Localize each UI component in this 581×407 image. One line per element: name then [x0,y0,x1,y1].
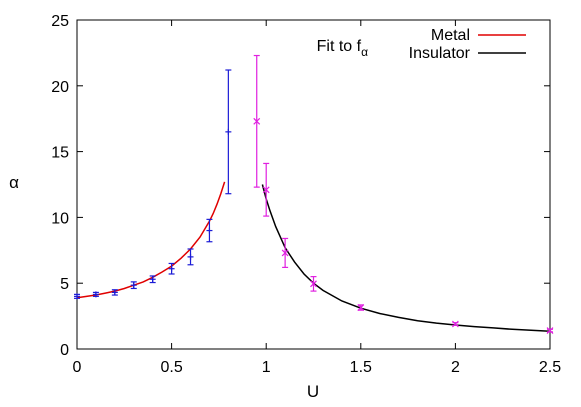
legend: Fit to fα Metal Insulator [317,27,526,62]
data-point [262,162,270,217]
cross-marker [253,117,261,125]
data-points [74,54,554,335]
data-point [206,218,213,243]
x-tick-label: 1.5 [350,359,372,376]
x-tick-label: 2 [451,359,460,376]
x-tick-label: 1 [262,359,271,376]
x-tick-label: 2.5 [539,359,561,376]
data-point [310,276,317,292]
cross-marker [310,280,317,288]
y-tick-label: 10 [51,210,69,227]
data-point [111,289,118,296]
legend-header: Fit to fα [317,38,368,59]
y-tick-label: 0 [60,342,69,359]
data-point [168,262,175,275]
legend-label-metal: Metal [431,27,470,44]
y-tick-label: 5 [60,276,69,293]
cross-marker [281,249,289,257]
data-point [92,291,99,298]
y-axis-label: α [9,173,19,192]
data-point [281,237,289,269]
fit-curve-metal [76,181,226,299]
data-point [74,293,80,300]
legend-label-insulator: Insulator [409,45,471,62]
data-point [253,54,261,188]
x-axis-label: U [307,382,319,401]
x-tick-label: 0.5 [160,359,182,376]
data-point [130,281,137,290]
data-point [357,304,365,311]
axis-ticks: 0 0.5 1 1.5 2 2.5 0 5 10 15 20 25 [51,13,561,376]
data-point [451,320,459,328]
y-tick-label: 20 [51,79,69,96]
data-point [187,248,194,266]
fit-curve-insulator [261,184,551,332]
cross-marker [451,320,459,328]
fit-curves [76,181,551,332]
cross-marker [262,186,270,194]
data-point [546,327,554,335]
cross-marker [357,304,365,311]
data-point [225,69,232,195]
x-tick-label: 0 [73,359,82,376]
data-point [149,275,156,284]
y-tick-label: 15 [51,145,69,162]
cross-marker [546,327,554,335]
plot-frame [76,19,551,350]
y-tick-label: 25 [51,13,69,30]
